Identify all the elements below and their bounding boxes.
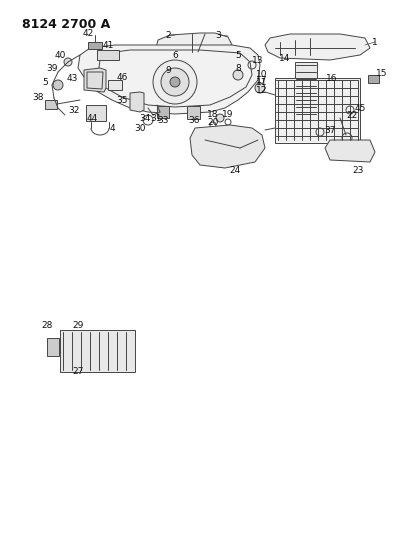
- Text: 8: 8: [234, 63, 240, 72]
- Text: 45: 45: [353, 103, 365, 112]
- Text: 29: 29: [72, 320, 83, 329]
- Text: 13: 13: [252, 55, 263, 64]
- Circle shape: [170, 77, 180, 87]
- Text: 14: 14: [279, 53, 290, 62]
- Polygon shape: [324, 140, 374, 162]
- Text: 27: 27: [72, 367, 83, 376]
- Circle shape: [64, 58, 72, 66]
- Circle shape: [53, 80, 63, 90]
- Bar: [45, 100, 57, 109]
- Text: 35: 35: [116, 95, 128, 104]
- Text: 36: 36: [188, 116, 199, 125]
- Text: 41: 41: [102, 41, 113, 50]
- Text: 31: 31: [150, 114, 161, 123]
- Text: 32: 32: [68, 106, 79, 115]
- Text: 12: 12: [256, 85, 267, 94]
- Text: 20: 20: [207, 117, 218, 126]
- Bar: [60, 330, 135, 372]
- Bar: [367, 75, 378, 83]
- Text: 33: 33: [157, 116, 169, 125]
- Bar: [274, 78, 359, 143]
- Text: 2: 2: [165, 30, 171, 39]
- Text: 5: 5: [234, 51, 240, 60]
- Polygon shape: [130, 92, 144, 112]
- Circle shape: [216, 114, 223, 122]
- Polygon shape: [84, 68, 106, 92]
- Text: 39: 39: [46, 63, 57, 72]
- Text: 17: 17: [256, 76, 267, 85]
- Polygon shape: [78, 45, 259, 114]
- Text: 30: 30: [134, 124, 145, 133]
- Bar: [319, 80, 329, 95]
- Text: 5: 5: [42, 77, 47, 86]
- Text: 28: 28: [41, 320, 53, 329]
- Text: 10: 10: [256, 69, 267, 78]
- Polygon shape: [264, 34, 369, 60]
- Bar: [187, 106, 200, 119]
- Text: 37: 37: [324, 125, 335, 134]
- Circle shape: [232, 70, 243, 80]
- Bar: [294, 62, 316, 117]
- Text: 9: 9: [165, 66, 171, 75]
- Text: 1: 1: [371, 37, 377, 46]
- Circle shape: [254, 83, 264, 93]
- Circle shape: [153, 60, 196, 104]
- Text: 8124 2700 A: 8124 2700 A: [22, 18, 110, 31]
- Bar: [88, 42, 102, 49]
- Bar: [97, 50, 119, 60]
- Text: 19: 19: [222, 109, 233, 118]
- Text: 43: 43: [66, 74, 77, 83]
- Bar: [108, 80, 122, 90]
- Text: 16: 16: [326, 74, 337, 83]
- Text: 4: 4: [109, 124, 115, 133]
- Text: 44: 44: [86, 114, 97, 123]
- Text: 3: 3: [215, 30, 220, 39]
- Text: 23: 23: [351, 166, 363, 174]
- Text: 24: 24: [229, 166, 240, 174]
- Polygon shape: [155, 33, 231, 52]
- Bar: [86, 105, 106, 121]
- Text: 38: 38: [32, 93, 44, 101]
- Text: 42: 42: [82, 28, 93, 37]
- Text: 11: 11: [256, 77, 267, 86]
- Circle shape: [161, 68, 189, 96]
- Text: 18: 18: [207, 109, 218, 118]
- Bar: [47, 338, 59, 356]
- Text: 15: 15: [375, 69, 387, 77]
- Polygon shape: [189, 125, 264, 168]
- Text: 34: 34: [139, 114, 151, 123]
- Text: 22: 22: [346, 110, 357, 119]
- Text: 46: 46: [116, 72, 127, 82]
- Bar: [157, 106, 169, 118]
- Text: 6: 6: [172, 51, 178, 60]
- Text: 40: 40: [55, 51, 66, 60]
